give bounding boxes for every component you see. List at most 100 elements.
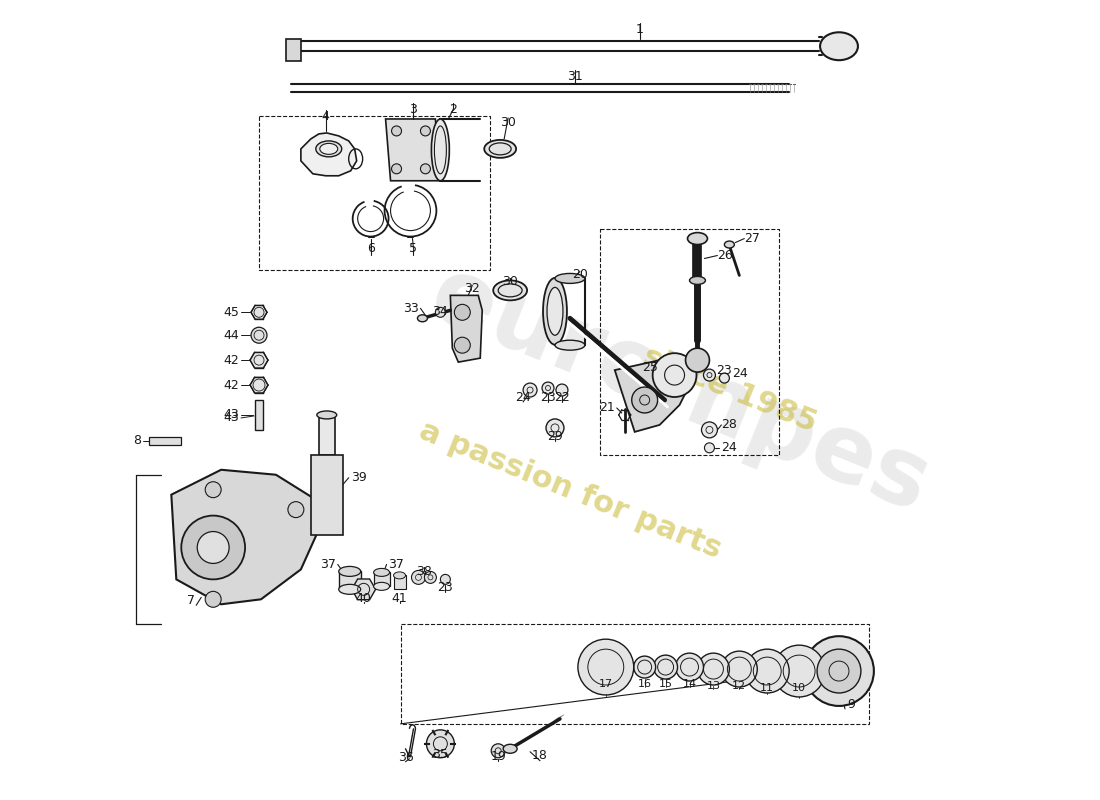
Text: 24: 24: [733, 366, 748, 379]
Circle shape: [653, 655, 678, 679]
Text: 43: 43: [223, 411, 239, 425]
Circle shape: [746, 649, 789, 693]
Ellipse shape: [543, 278, 566, 345]
Circle shape: [454, 338, 471, 353]
Text: 10: 10: [792, 683, 806, 693]
Text: 17: 17: [598, 679, 613, 689]
Circle shape: [392, 126, 402, 136]
Polygon shape: [250, 352, 268, 368]
Circle shape: [206, 591, 221, 607]
Circle shape: [492, 744, 505, 758]
Circle shape: [436, 307, 446, 318]
Circle shape: [206, 482, 221, 498]
Text: 41: 41: [392, 592, 407, 606]
Text: 9: 9: [847, 698, 855, 711]
Text: 31: 31: [566, 70, 583, 83]
Circle shape: [420, 126, 430, 136]
Ellipse shape: [688, 233, 707, 245]
Ellipse shape: [556, 340, 585, 350]
Bar: [255, 400, 263, 430]
Text: 32: 32: [464, 282, 480, 295]
Ellipse shape: [339, 584, 361, 594]
Circle shape: [722, 651, 757, 687]
Ellipse shape: [556, 274, 585, 283]
Text: 38: 38: [417, 566, 432, 578]
Circle shape: [197, 531, 229, 563]
Polygon shape: [250, 378, 268, 393]
Text: 37: 37: [388, 558, 405, 571]
Circle shape: [542, 382, 554, 394]
Circle shape: [392, 164, 402, 174]
Circle shape: [704, 369, 715, 381]
Circle shape: [675, 653, 704, 681]
Text: 8: 8: [133, 434, 142, 447]
Text: 23: 23: [540, 391, 556, 404]
Text: 34: 34: [432, 306, 449, 318]
Text: 42: 42: [223, 378, 239, 391]
Text: 21: 21: [600, 402, 615, 414]
Circle shape: [454, 304, 471, 320]
Text: a passion for parts: a passion for parts: [415, 416, 725, 564]
Polygon shape: [172, 470, 319, 604]
Text: 13: 13: [706, 681, 721, 691]
Bar: [286, 39, 301, 61]
Text: 6: 6: [366, 242, 375, 254]
Circle shape: [704, 443, 714, 453]
Text: eurompes: eurompes: [417, 248, 943, 532]
Polygon shape: [352, 579, 375, 600]
Text: 14: 14: [682, 679, 696, 689]
Ellipse shape: [821, 32, 858, 60]
Circle shape: [719, 373, 729, 383]
Polygon shape: [301, 133, 356, 176]
Ellipse shape: [690, 277, 705, 285]
Polygon shape: [251, 306, 267, 319]
Circle shape: [251, 327, 267, 343]
Text: 11: 11: [760, 683, 774, 693]
Ellipse shape: [374, 569, 389, 576]
Ellipse shape: [317, 411, 337, 419]
Text: 23: 23: [716, 364, 733, 377]
Circle shape: [288, 502, 304, 518]
Polygon shape: [386, 119, 440, 181]
Text: 5: 5: [409, 242, 418, 254]
Bar: [150, 437, 182, 445]
Text: 36: 36: [397, 750, 414, 764]
Circle shape: [652, 353, 696, 397]
Text: 20: 20: [572, 269, 587, 282]
Ellipse shape: [503, 744, 517, 754]
Text: 1: 1: [636, 23, 644, 36]
Text: 28: 28: [722, 418, 737, 431]
Text: 24: 24: [722, 442, 737, 454]
Text: 43: 43: [223, 409, 239, 422]
Bar: [339, 571, 361, 590]
Ellipse shape: [725, 241, 735, 248]
Text: 12: 12: [733, 681, 747, 691]
Circle shape: [685, 348, 710, 372]
Circle shape: [425, 571, 437, 583]
Polygon shape: [615, 360, 690, 432]
Ellipse shape: [493, 281, 527, 300]
Ellipse shape: [339, 566, 361, 576]
Circle shape: [411, 570, 426, 584]
Circle shape: [420, 164, 430, 174]
Bar: [311, 455, 343, 534]
Circle shape: [546, 419, 564, 437]
Text: 4: 4: [322, 110, 330, 123]
Circle shape: [773, 645, 825, 697]
Circle shape: [804, 636, 873, 706]
Text: 37: 37: [320, 558, 336, 571]
Text: 40: 40: [355, 592, 372, 606]
Ellipse shape: [394, 572, 406, 579]
Ellipse shape: [418, 314, 428, 322]
Text: 3: 3: [409, 103, 417, 116]
Text: 7: 7: [187, 594, 196, 607]
Text: 25: 25: [641, 361, 658, 374]
Circle shape: [524, 383, 537, 397]
Text: 45: 45: [223, 306, 239, 319]
Circle shape: [631, 387, 658, 413]
Circle shape: [440, 574, 450, 584]
Ellipse shape: [484, 140, 516, 158]
Text: 24: 24: [515, 391, 531, 404]
Text: since 1985: since 1985: [638, 342, 821, 438]
Circle shape: [817, 649, 861, 693]
